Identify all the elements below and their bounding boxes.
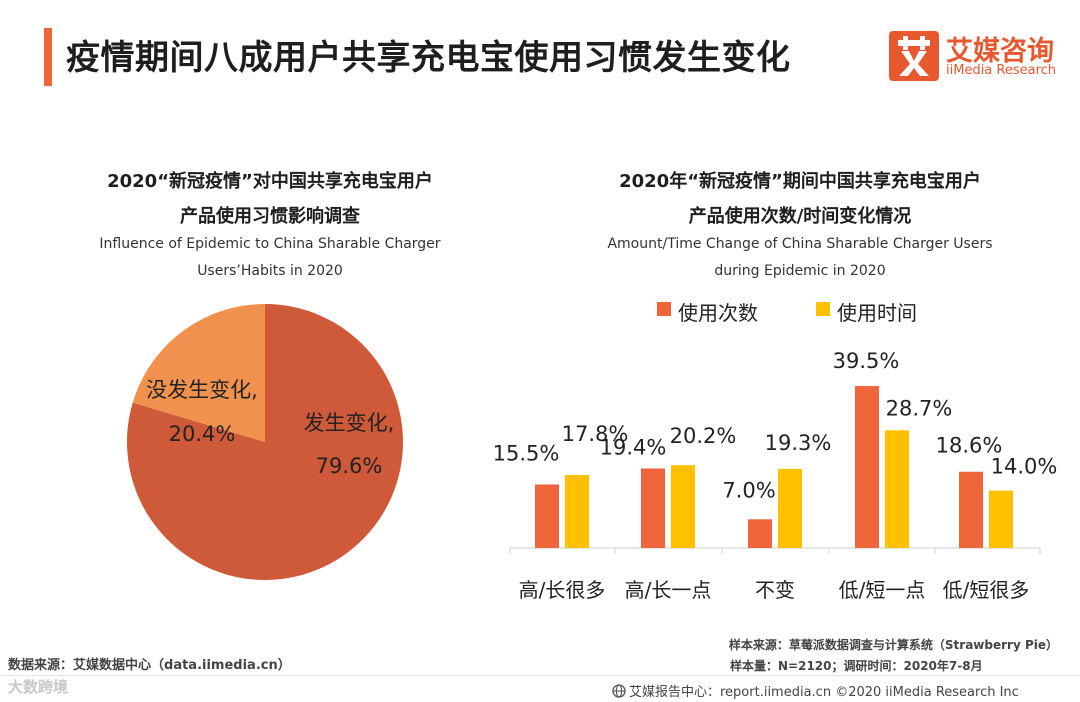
legend-swatch-time <box>816 302 830 316</box>
pie-subtitle-line2: Users’Habits in 2020 <box>197 263 343 279</box>
bar-label-1-3: 28.7% <box>886 396 953 420</box>
source-value: 艾媒数据中心（data.iimedia.cn） <box>73 658 291 673</box>
pie-slice-value-1: 20.4% <box>169 422 236 446</box>
bar-1-3 <box>885 430 909 548</box>
source-label: 数据来源： <box>8 658 74 673</box>
x-tick-label-3: 低/短一点 <box>839 578 926 602</box>
bar-label-0-2: 7.0% <box>722 478 775 502</box>
bar-title-line2: 产品使用次数/时间变化情况 <box>688 206 912 227</box>
pie-slice-value-0: 79.6% <box>316 454 383 478</box>
report-center: 艾媒报告中心：report.iimedia.cn ©2020 iiMedia R… <box>612 681 1019 700</box>
bar-subtitle-line1: Amount/Time Change of China Sharable Cha… <box>607 236 993 252</box>
logo-text-cn: 艾媒咨询 <box>946 36 1054 67</box>
legend-label-count: 使用次数 <box>678 301 758 325</box>
x-tick-label-4: 低/短很多 <box>943 578 1030 602</box>
bar-label-1-2: 19.3% <box>765 431 832 455</box>
title-accent-bar <box>44 28 52 86</box>
pie-title-line2: 产品使用习惯影响调查 <box>180 206 360 227</box>
iimedia-logo-icon <box>889 31 939 81</box>
pie-slice-label-0: 发生变化, <box>304 411 395 435</box>
bar-title-line1: 2020年“新冠疫情”期间中国共享充电宝用户 <box>619 171 981 192</box>
bar-0-2 <box>748 519 772 548</box>
pie-slice-0 <box>127 304 404 580</box>
footer-divider <box>0 675 1080 676</box>
bar-0-3 <box>855 386 879 548</box>
bar-1-2 <box>778 468 802 548</box>
globe-icon <box>612 684 626 698</box>
pie-slice-1 <box>132 304 265 442</box>
bar-label-1-0: 17.8% <box>562 422 629 446</box>
data-source: 数据来源：艾媒数据中心（data.iimedia.cn） <box>8 654 291 673</box>
legend-swatch-count <box>657 302 671 316</box>
bar-label-0-3: 39.5% <box>833 349 900 373</box>
bar-label-0-4: 18.6% <box>936 434 1003 458</box>
x-tick-label-2: 不变 <box>755 578 795 602</box>
pie-slice-label-1: 没发生变化, <box>146 378 258 402</box>
bar-0-4 <box>959 471 983 548</box>
bar-label-0-0: 15.5% <box>493 441 560 465</box>
bar-1-1 <box>671 465 695 548</box>
bar-label-0-1: 19.4% <box>600 435 667 459</box>
x-tick-label-0: 高/长很多 <box>519 578 606 602</box>
bar-0-1 <box>641 468 665 548</box>
bar-1-4 <box>989 490 1013 548</box>
pie-subtitle-line1: Influence of Epidemic to China Sharable … <box>99 236 441 252</box>
sample-size: 样本量：N=2120；调研时间：2020年7-8月 <box>730 659 983 673</box>
logo-text-en: iiMedia Research <box>946 63 1057 78</box>
page-title: 疫情期间八成用户共享充电宝使用习惯发生变化 <box>66 38 791 78</box>
bar-label-1-4: 14.0% <box>991 455 1058 479</box>
bar-label-1-1: 20.2% <box>670 424 737 448</box>
bar-0-0 <box>535 484 559 548</box>
bar-1-0 <box>565 475 589 548</box>
bar-subtitle-line2: during Epidemic in 2020 <box>714 263 886 279</box>
watermark: 大数跨境 <box>8 678 69 696</box>
legend-label-time: 使用时间 <box>837 301 917 325</box>
pie-title-line1: 2020“新冠疫情”对中国共享充电宝用户 <box>107 171 433 192</box>
sample-source: 样本来源：草莓派数据调查与计算系统（Strawberry Pie） <box>728 638 1058 652</box>
report-center-text: 艾媒报告中心：report.iimedia.cn ©2020 iiMedia R… <box>629 685 1019 700</box>
x-tick-label-1: 高/长一点 <box>625 578 712 602</box>
